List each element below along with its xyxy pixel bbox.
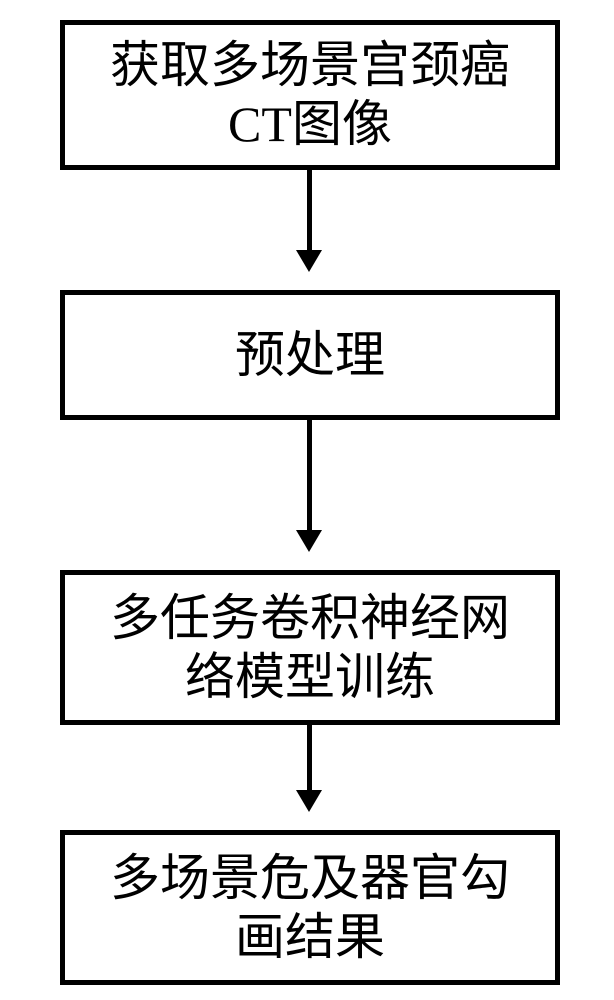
flowchart-node-train-model: 多任务卷积神经网 络模型训练 — [60, 570, 560, 725]
node-label: 多场景危及器官勾 画结果 — [110, 849, 510, 967]
node-label: 预处理 — [235, 326, 385, 385]
flowchart-arrow-line — [307, 725, 312, 792]
flowchart-node-result: 多场景危及器官勾 画结果 — [60, 830, 560, 985]
flowchart-arrow-head-icon — [296, 530, 322, 552]
flowchart-arrow-head-icon — [296, 250, 322, 272]
node-label-line2: 画结果 — [235, 909, 385, 965]
node-label: 多任务卷积神经网 络模型训练 — [110, 589, 510, 707]
node-label-line1: 获取多场景宫颈癌 — [110, 37, 510, 93]
node-label-line1: 预处理 — [235, 327, 385, 383]
node-label-line2: CT图像 — [228, 96, 392, 152]
node-label-line1: 多场景危及器官勾 — [110, 850, 510, 906]
node-label: 获取多场景宫颈癌 CT图像 — [110, 36, 510, 154]
node-label-line2: 络模型训练 — [185, 649, 435, 705]
flowchart-arrow-line — [307, 420, 312, 532]
flowchart-node-preprocess: 预处理 — [60, 290, 560, 420]
flowchart-canvas: 获取多场景宫颈癌 CT图像 预处理 多任务卷积神经网 络模型训练 多场景危及器官… — [0, 0, 614, 1000]
flowchart-node-acquire-ct: 获取多场景宫颈癌 CT图像 — [60, 20, 560, 170]
flowchart-arrow-head-icon — [296, 790, 322, 812]
flowchart-arrow-line — [307, 170, 312, 252]
node-label-line1: 多任务卷积神经网 — [110, 590, 510, 646]
